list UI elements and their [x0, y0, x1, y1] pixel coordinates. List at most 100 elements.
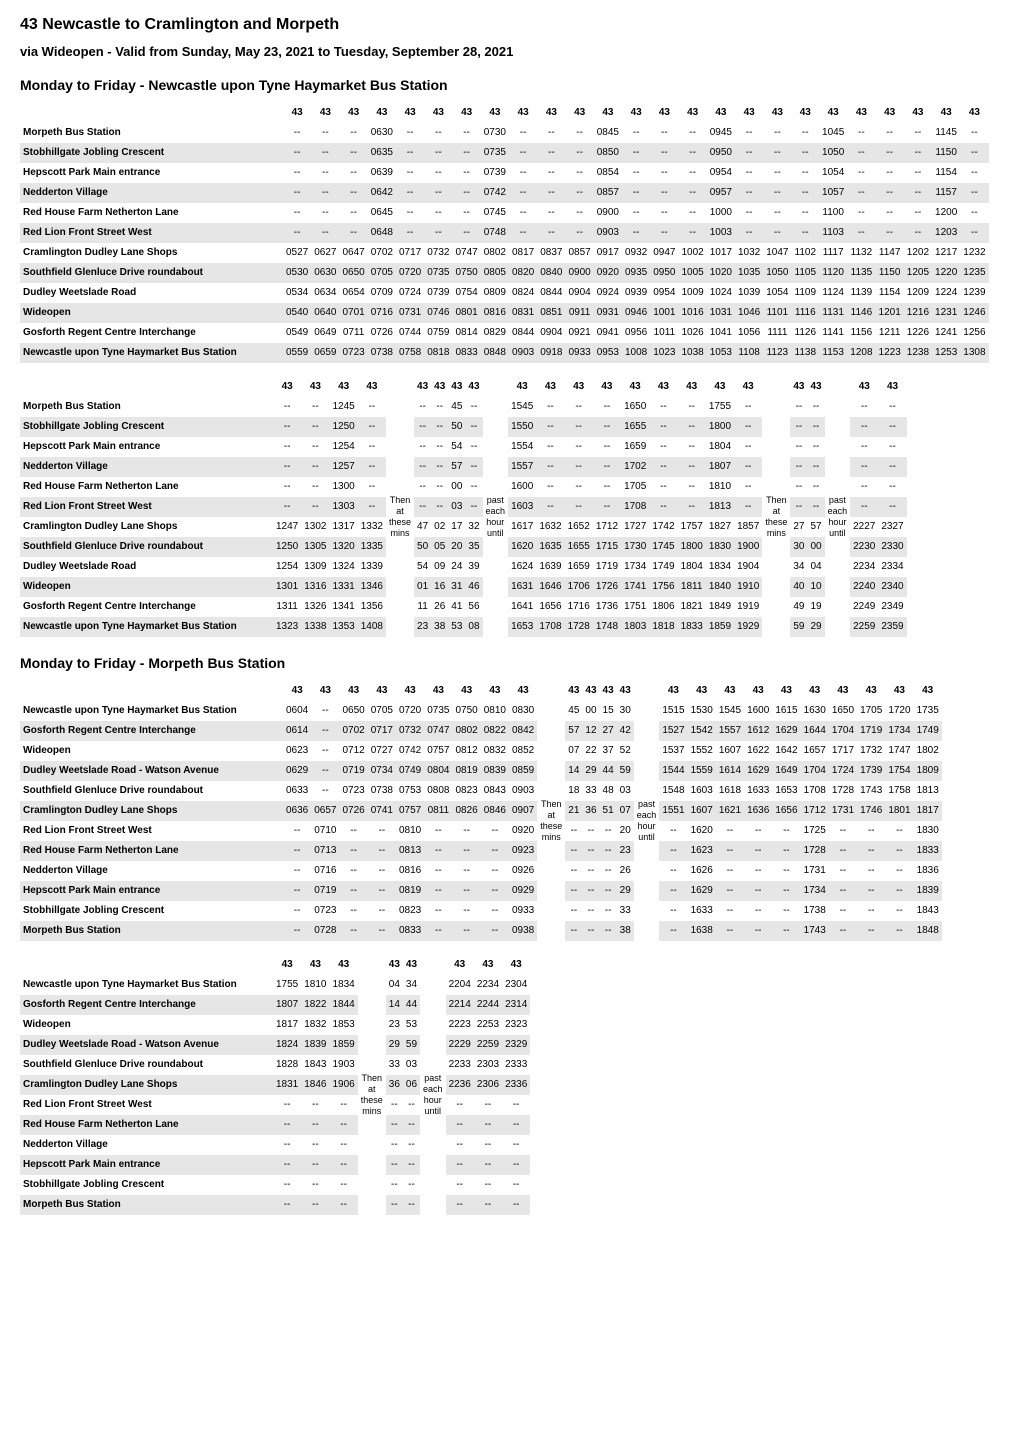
table-cell: 1617 — [508, 517, 536, 537]
table-cell: 1633 — [688, 901, 716, 921]
table-cell: 01 — [414, 577, 431, 597]
table-cell: 0650 — [340, 701, 368, 721]
table-cell: -- — [650, 203, 678, 223]
table-cell: 1622 — [744, 741, 772, 761]
table-cell: 0640 — [311, 303, 339, 323]
table-header-cell: 43 — [600, 681, 617, 701]
table-cell: -- — [340, 821, 368, 841]
table-cell: 18 — [565, 781, 582, 801]
table-cell: -- — [358, 457, 386, 477]
table-header-cell: 43 — [876, 103, 904, 123]
table-cell: 1000 — [707, 203, 735, 223]
table-cell: 20 — [448, 537, 465, 557]
table-cell: 0956 — [622, 323, 650, 343]
table-cell: 04 — [807, 557, 824, 577]
stop-name: Red Lion Front Street West — [20, 1095, 273, 1115]
table-cell: 0712 — [340, 741, 368, 761]
table-cell: -- — [509, 123, 537, 143]
table-cell: 1726 — [593, 577, 621, 597]
table-header-cell: 43 — [594, 103, 622, 123]
table-cell: -- — [301, 1195, 329, 1215]
table-cell: 1209 — [904, 283, 932, 303]
table-cell: 33 — [617, 901, 634, 921]
table-header-cell: 43 — [688, 681, 716, 701]
table-cell: -- — [453, 223, 481, 243]
stop-name: Newcastle upon Tyne Haymarket Bus Statio… — [20, 701, 283, 721]
table-header-cell: 43 — [622, 103, 650, 123]
table-cell: 1046 — [735, 303, 763, 323]
table-cell: -- — [566, 163, 594, 183]
table-cell: -- — [735, 183, 763, 203]
table-cell: 1818 — [649, 617, 677, 637]
table-cell: 0702 — [368, 243, 396, 263]
table-cell: 2330 — [878, 537, 906, 557]
table-cell: -- — [330, 1095, 358, 1115]
table-cell: -- — [582, 841, 599, 861]
stop-name: Wideopen — [20, 1015, 273, 1035]
stop-name: Dudley Weetslade Road — [20, 283, 283, 303]
table-cell: 36 — [386, 1075, 403, 1095]
table-cell: 1629 — [744, 761, 772, 781]
table-cell: 0903 — [594, 223, 622, 243]
table-cell: 1900 — [734, 537, 762, 557]
table-cell: 1747 — [885, 741, 913, 761]
table-cell: 1023 — [650, 343, 678, 363]
table-cell: -- — [649, 397, 677, 417]
table-header-cell: 43 — [481, 103, 509, 123]
table-cell: 0716 — [311, 861, 339, 881]
table-cell: 0819 — [396, 881, 424, 901]
table-cell: 07 — [565, 741, 582, 761]
table-cell: -- — [424, 821, 452, 841]
table-cell: 57 — [565, 721, 582, 741]
table-cell: 1612 — [744, 721, 772, 741]
table-cell: -- — [876, 143, 904, 163]
table-cell: 0759 — [424, 323, 452, 343]
table-cell: 0635 — [368, 143, 396, 163]
table-cell: 1732 — [857, 741, 885, 761]
table-cell: -- — [502, 1195, 530, 1215]
table-cell: -- — [311, 163, 339, 183]
table-header-cell: 43 — [960, 103, 988, 123]
table-cell: 0845 — [594, 123, 622, 143]
table-cell: -- — [876, 223, 904, 243]
table-cell: 0846 — [481, 801, 509, 821]
table-cell: 0723 — [311, 901, 339, 921]
table-cell: -- — [283, 861, 311, 881]
table-header-cell: 43 — [283, 681, 311, 701]
table-cell: -- — [283, 881, 311, 901]
table-cell: 1038 — [679, 343, 707, 363]
table-header-cell: 43 — [448, 377, 465, 397]
table-cell: -- — [960, 183, 988, 203]
table-cell: 0946 — [622, 303, 650, 323]
table-cell: -- — [453, 881, 481, 901]
table-cell: -- — [301, 1135, 329, 1155]
table-cell: 1717 — [829, 741, 857, 761]
table-header-cell: 43 — [509, 681, 537, 701]
table-cell: -- — [565, 457, 593, 477]
table-header-cell — [537, 681, 565, 701]
table-cell: 1103 — [819, 223, 847, 243]
table-cell: 1146 — [847, 303, 875, 323]
table-cell: -- — [446, 1135, 474, 1155]
table-cell: 1832 — [301, 1015, 329, 1035]
table-cell: -- — [600, 861, 617, 881]
table-cell: -- — [763, 123, 791, 143]
table-cell: 1353 — [330, 617, 358, 637]
table-cell: 1810 — [706, 477, 734, 497]
table-cell: 03 — [448, 497, 465, 517]
table-cell: 1839 — [914, 881, 942, 901]
table-cell: 0926 — [509, 861, 537, 881]
table-cell: 2244 — [474, 995, 502, 1015]
table-cell: 15 — [600, 701, 617, 721]
table-cell: -- — [453, 841, 481, 861]
table-cell: 21 — [565, 801, 582, 821]
table-cell: 1734 — [885, 721, 913, 741]
table-cell: 1746 — [857, 801, 885, 821]
table-cell: 2249 — [850, 597, 878, 617]
table-cell: 1247 — [273, 517, 301, 537]
table-cell: 0730 — [481, 123, 509, 143]
table-cell: 36 — [582, 801, 599, 821]
table-cell: 0829 — [481, 323, 509, 343]
table-cell: 17 — [448, 517, 465, 537]
table-cell: -- — [622, 223, 650, 243]
